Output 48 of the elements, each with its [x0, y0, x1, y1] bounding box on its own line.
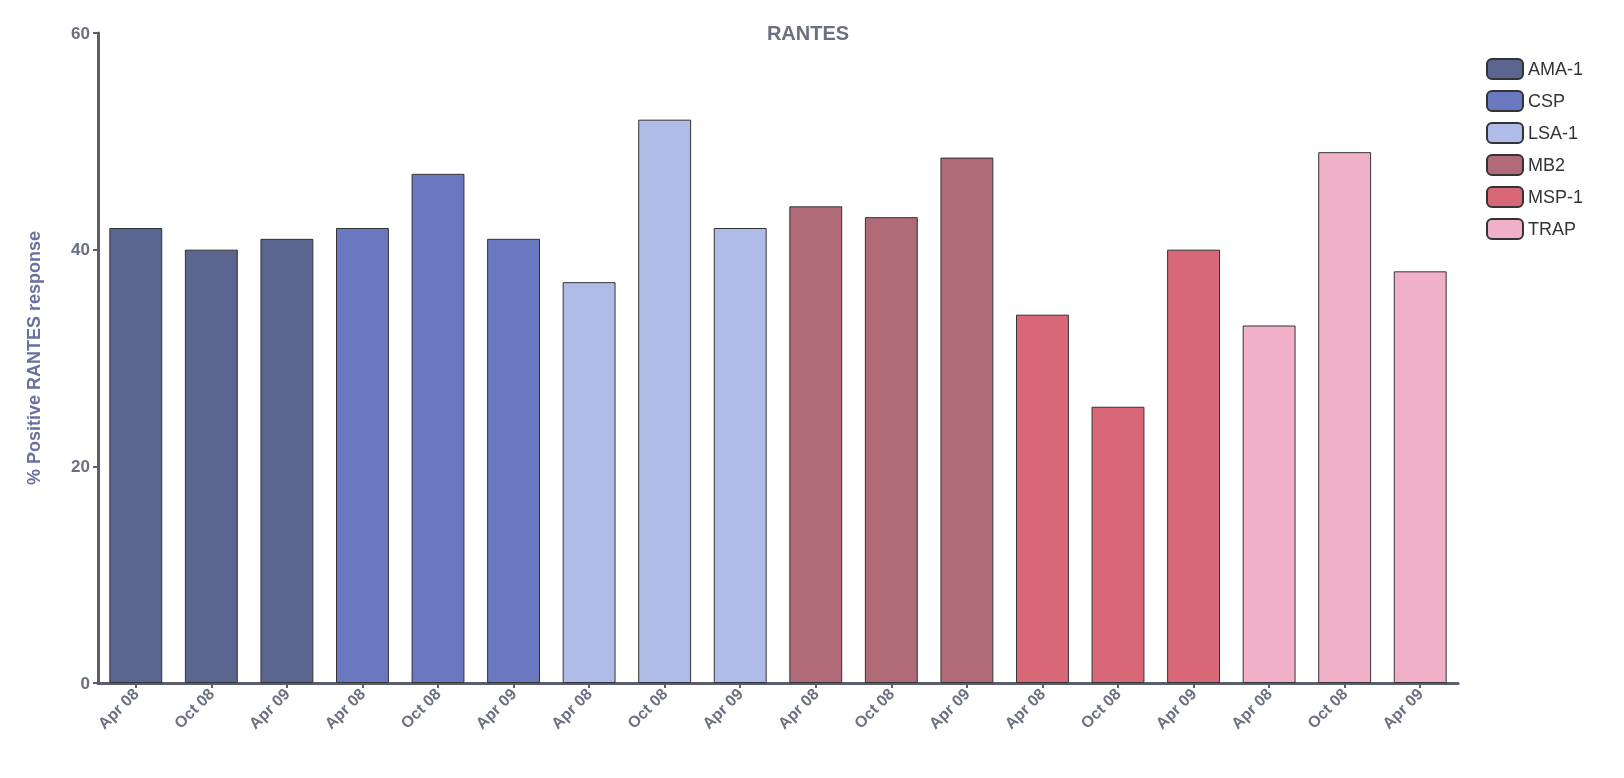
x-tick-label: Apr 08	[1001, 684, 1049, 733]
bar	[1242, 325, 1296, 683]
x-tick-label: Apr 08	[1227, 684, 1276, 733]
x-tick-label: Apr 09	[245, 684, 293, 733]
x-tick-label: Apr 08	[321, 684, 369, 733]
y-tick-label: 0	[80, 673, 90, 693]
bar	[713, 228, 767, 683]
x-tick-label: Apr 08	[94, 684, 142, 733]
x-tick-label: Oct 08	[1304, 684, 1351, 732]
legend-label: MSP-1	[1527, 187, 1583, 207]
x-tick-label: Apr 08	[774, 684, 822, 733]
bar	[1393, 271, 1447, 683]
x-tick-label: Oct 08	[850, 684, 898, 732]
x-tick-label: Oct 08	[1077, 684, 1125, 732]
bar	[1167, 249, 1220, 683]
bar	[411, 173, 465, 683]
x-tick-label: Apr 09	[925, 684, 973, 733]
bar	[487, 238, 540, 683]
bar	[940, 157, 994, 683]
bar	[184, 249, 238, 683]
x-tick-label: Oct 08	[624, 684, 671, 732]
legend-label: AMA-1	[1527, 59, 1583, 79]
bar	[1318, 152, 1372, 683]
bar	[789, 206, 843, 683]
chart-title: RANTES	[766, 22, 850, 44]
bar	[109, 228, 163, 683]
bar	[336, 228, 389, 683]
y-axis-title: % Positive RANTES response	[24, 230, 44, 486]
y-tick-label: 60	[71, 23, 90, 43]
legend-label: TRAP	[1527, 219, 1576, 239]
legend-label: LSA-1	[1527, 123, 1579, 143]
x-tick-label: Apr 09	[472, 684, 520, 733]
bar	[1016, 314, 1069, 683]
bar	[260, 238, 314, 683]
bar	[562, 282, 616, 683]
x-tick-label: Apr 09	[1379, 684, 1427, 733]
x-tick-label: Oct 08	[170, 684, 218, 732]
x-tick-label: Apr 09	[699, 684, 747, 733]
y-tick-label: 40	[71, 240, 90, 260]
x-tick-label: Oct 08	[397, 684, 445, 732]
legend-label: MB2	[1527, 155, 1565, 175]
bar	[638, 119, 692, 683]
y-tick-label: 20	[71, 456, 90, 476]
x-tick-label: Apr 08	[547, 684, 596, 733]
bar	[864, 217, 918, 683]
legend-label: CSP	[1527, 91, 1565, 111]
bar	[1091, 406, 1145, 683]
x-tick-label: Apr 09	[1152, 684, 1200, 733]
